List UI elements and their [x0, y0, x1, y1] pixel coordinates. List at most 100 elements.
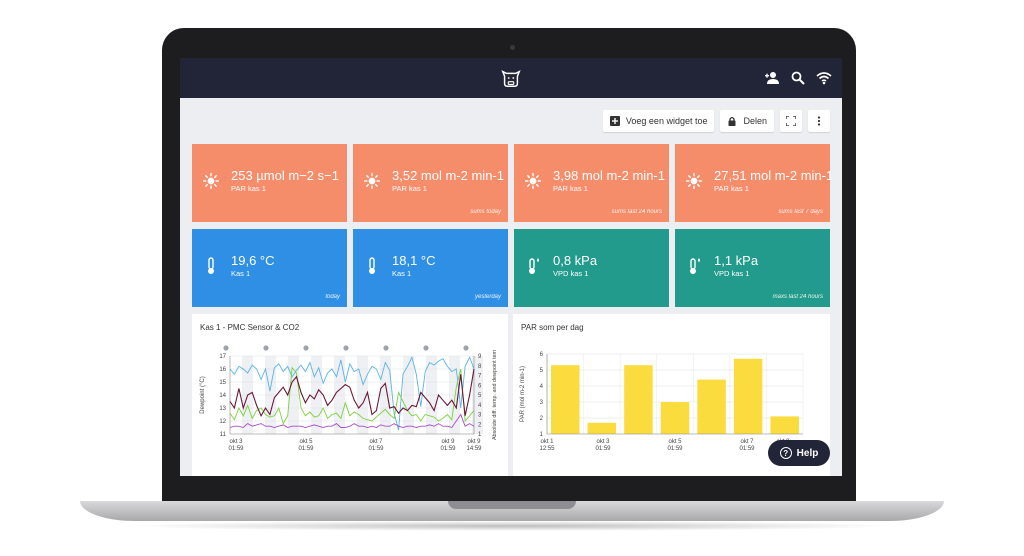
- x-tick-label: 01:59: [298, 446, 314, 452]
- y2-tick-label: 8: [478, 364, 482, 370]
- sun-icon: [685, 172, 703, 190]
- stat-card[interactable]: 253 µmol m−2 s−1 PAR kas 1: [192, 144, 347, 222]
- help-button[interactable]: ? Help: [768, 440, 830, 466]
- stat-value: 27,51 mol m-2 min-1: [714, 168, 834, 183]
- more-menu-button[interactable]: [808, 110, 830, 132]
- stat-note: sums today: [470, 209, 501, 215]
- x-tick-label: okt 9: [441, 439, 455, 445]
- stat-card[interactable]: 0,8 kPa VPD kas 1: [514, 229, 669, 307]
- laptop-notch: [448, 501, 576, 509]
- top-bar: [180, 58, 842, 98]
- stat-value: 1,1 kPa: [714, 253, 759, 268]
- stat-note: sums last 7 days: [778, 209, 823, 215]
- fullscreen-button[interactable]: [780, 110, 802, 132]
- help-label: Help: [796, 447, 819, 459]
- sun-icon: [202, 172, 220, 190]
- y-tick-label: 13: [219, 406, 226, 412]
- line-chart-title: Kas 1 - PMC Sensor & CO2: [200, 323, 300, 332]
- x-tick-label: 01:59: [368, 446, 384, 452]
- x-tick-label: okt 5: [668, 439, 682, 445]
- y-tick-label: 17: [219, 354, 226, 360]
- bar: [697, 379, 726, 434]
- y-tick-label: 3: [540, 400, 544, 406]
- sun-icon: [343, 345, 349, 351]
- laptop-shadow: [120, 521, 904, 531]
- share-button[interactable]: Delen: [720, 110, 774, 132]
- sun-icon: [383, 345, 389, 351]
- bar: [551, 365, 580, 434]
- x-tick-label: okt 3: [229, 439, 243, 445]
- moon-icon: [363, 344, 367, 352]
- y2-tick-label: 5: [478, 393, 482, 399]
- stat-card[interactable]: 1,1 kPa VPD kas 1 maxs last 24 hours: [675, 229, 830, 307]
- y-tick-label: 15: [219, 380, 226, 386]
- stat-value: 253 µmol m−2 s−1: [231, 168, 339, 183]
- y-axis-label: PAR (mol m-2 min-1): [520, 366, 526, 422]
- thermometer-drop-icon: [529, 258, 539, 274]
- bar: [587, 422, 617, 434]
- moon-icon: [323, 344, 327, 352]
- bar: [660, 402, 690, 434]
- lock-icon: [728, 116, 736, 126]
- more-vertical-icon: [817, 116, 821, 126]
- x-tick-label: 01:59: [595, 446, 611, 452]
- x-tick-label: okt 7: [740, 439, 754, 445]
- x-tick-label: okt 9: [467, 439, 481, 445]
- stat-value: 3,98 mol m-2 min-1: [553, 168, 665, 183]
- y2-tick-label: 6: [478, 383, 482, 389]
- add-user-icon[interactable]: [764, 70, 780, 86]
- y-tick-label: 2: [540, 416, 544, 422]
- moon-icon: [403, 344, 407, 352]
- stat-label: PAR kas 1: [231, 184, 266, 193]
- stat-label: PAR kas 1: [553, 184, 588, 193]
- y2-tick-label: 9: [478, 354, 482, 360]
- stat-note: maxs last 24 hours: [772, 294, 823, 300]
- stat-label: Kas 1: [231, 269, 251, 278]
- y-tick-label: 1: [540, 432, 544, 438]
- share-label: Delen: [743, 116, 767, 126]
- stat-card[interactable]: 19,6 °C Kas 1 today: [192, 229, 347, 307]
- line-series: [229, 368, 475, 418]
- wifi-icon[interactable]: [816, 70, 832, 86]
- y2-tick-label: 1: [478, 432, 482, 438]
- x-tick-label: okt 3: [596, 439, 610, 445]
- y2-tick-label: 4: [478, 403, 482, 409]
- cow-logo-icon[interactable]: [500, 67, 522, 89]
- stat-card[interactable]: 18,1 °C Kas 1 yesterday: [353, 229, 508, 307]
- y-tick-label: 6: [540, 352, 544, 358]
- stat-label: PAR kas 1: [392, 184, 427, 193]
- sun-icon: [363, 172, 381, 190]
- stat-note: sums last 24 hours: [611, 209, 662, 215]
- y2-tick-label: 3: [478, 413, 482, 419]
- stat-card[interactable]: 3,52 mol m-2 min-1 PAR kas 1 sums today: [353, 144, 508, 222]
- line-chart-panel: Kas 1 - PMC Sensor & CO2 11 12 13 14 15 16 17 1…: [192, 314, 508, 476]
- x-tick-label: 01:59: [440, 446, 456, 452]
- add-widget-label: Voeg een widget toe: [625, 116, 708, 126]
- stat-label: PAR kas 1: [714, 184, 749, 193]
- camera: [510, 45, 515, 50]
- moon-icon: [243, 344, 247, 352]
- add-widget-button[interactable]: Voeg een widget toe: [602, 110, 715, 132]
- sun-icon: [223, 345, 229, 351]
- x-tick-label: 01:59: [667, 446, 683, 452]
- sun-icon: [524, 172, 542, 190]
- sun-icon: [303, 345, 309, 351]
- thermometer-icon: [369, 257, 375, 274]
- bar: [770, 416, 799, 434]
- question-icon: ?: [779, 447, 792, 459]
- moon-icon: [283, 344, 287, 352]
- stat-card[interactable]: 3,98 mol m-2 min-1 PAR kas 1 sums last 24 …: [514, 144, 669, 222]
- sun-icon: [463, 345, 469, 351]
- stat-note: yesterday: [474, 294, 501, 300]
- moon-icon: [443, 344, 447, 352]
- stat-card[interactable]: 27,51 mol m-2 min-1 PAR kas 1 sums last 7 …: [675, 144, 834, 222]
- line-series: [229, 356, 475, 431]
- search-icon[interactable]: [790, 70, 806, 86]
- y-tick-label: 5: [540, 368, 544, 374]
- y-axis-label: Dewpoint (°C): [200, 376, 206, 413]
- y2-tick-label: 7: [478, 374, 482, 380]
- laptop-base: [80, 501, 944, 521]
- x-tick-label: okt 7: [369, 439, 383, 445]
